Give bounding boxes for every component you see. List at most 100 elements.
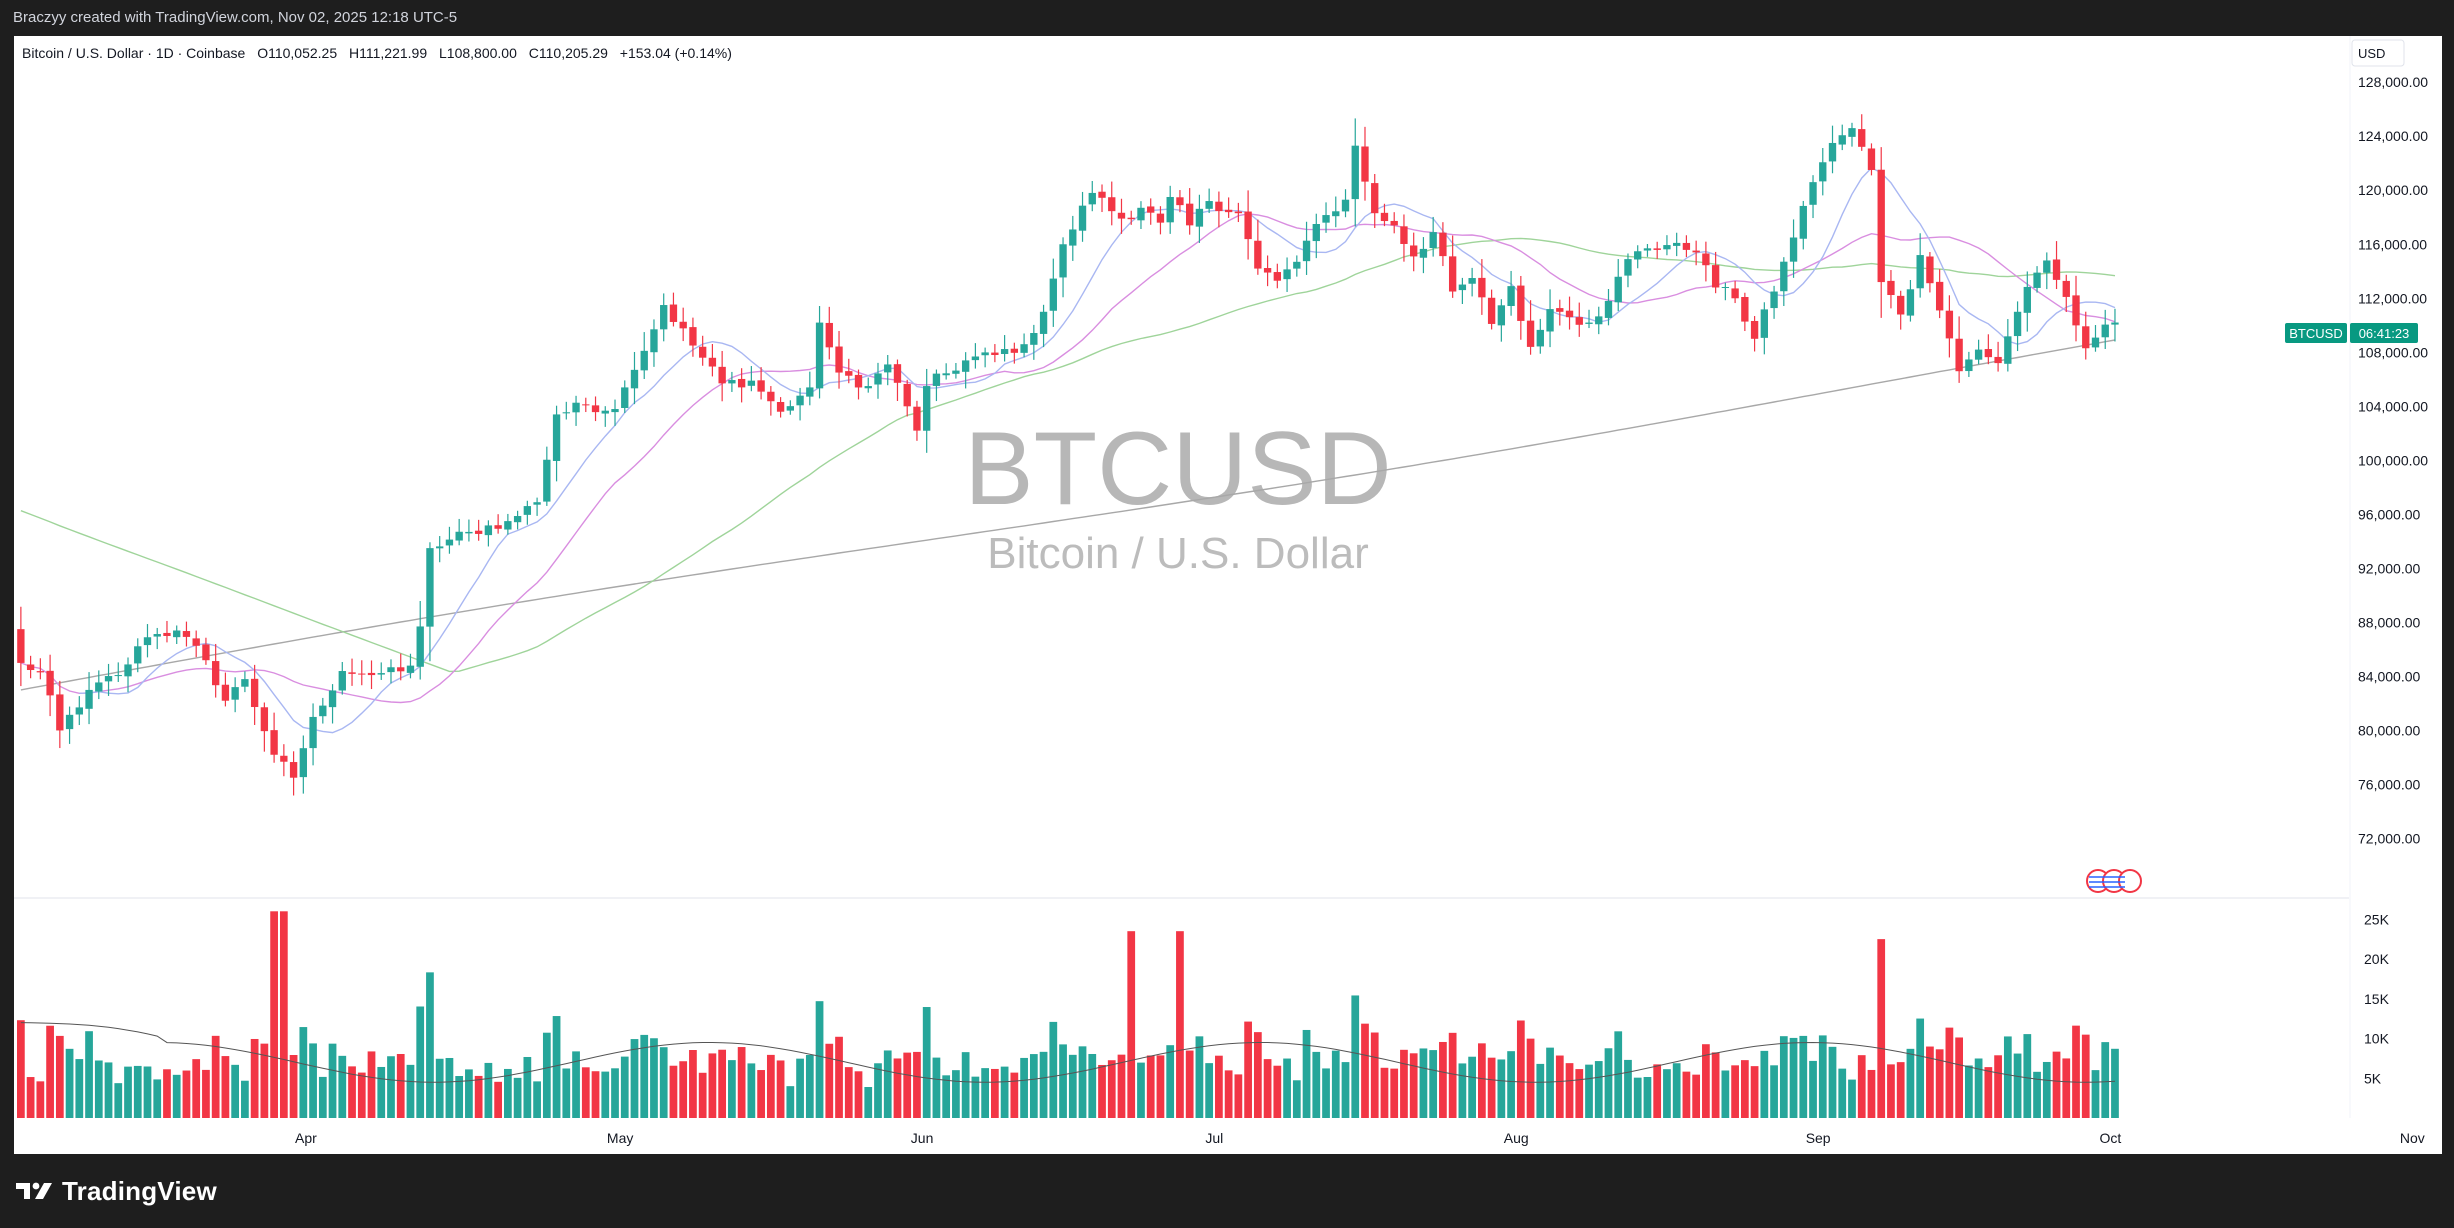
price-axis-tick: 84,000.00 (2358, 668, 2420, 684)
volume-bar (698, 1072, 707, 1118)
candle-body (1224, 209, 1233, 213)
candle-body (1234, 211, 1243, 214)
volume-bar (1195, 1036, 1204, 1118)
candle-body (971, 356, 980, 361)
volume-bar (601, 1071, 610, 1118)
price-axis-tick: 116,000.00 (2358, 236, 2427, 252)
time-axis-label: Jun (911, 1130, 934, 1146)
volume-bar (1098, 1064, 1106, 1118)
volume-axis-tick: 5K (2364, 1070, 2382, 1086)
candle-body (2062, 280, 2070, 297)
event-flags-icon[interactable] (2086, 869, 2142, 893)
volume-bar (757, 1070, 765, 1118)
volume-bar (796, 1058, 804, 1118)
candle-body (1673, 242, 1681, 246)
candle-body (26, 664, 35, 671)
candle-body (1039, 311, 1048, 334)
volume-bar (1292, 1080, 1301, 1118)
volume-bar (1088, 1053, 1097, 1118)
volume-bar (1137, 1062, 1145, 1118)
candle-body (757, 380, 765, 392)
volume-bar (630, 1039, 639, 1118)
volume-bar (1818, 1035, 1827, 1118)
candle-body (562, 412, 570, 414)
candle-body (543, 459, 551, 502)
candle-body (231, 687, 239, 700)
volume-bar (1887, 1064, 1895, 1118)
volume-bar (1721, 1070, 1730, 1118)
volume-bar (1000, 1066, 1009, 1118)
candle-body (1419, 248, 1428, 258)
svg-text:Bitcoin / U.S. Dollar · 1D · C: Bitcoin / U.S. Dollar · 1D · Coinbase O1… (22, 45, 732, 61)
volume-bar (952, 1070, 960, 1118)
candle-body (358, 673, 366, 675)
volume-bar (211, 1035, 220, 1118)
time-axis-label: May (607, 1130, 633, 1146)
candle-body (728, 380, 736, 384)
candle-body (1351, 145, 1359, 200)
ma-mid-line (20, 213, 2116, 704)
candle-body (1000, 349, 1009, 355)
candle-body (328, 690, 337, 708)
candle-body (212, 661, 220, 686)
price-chart[interactable]: BTCUSD Bitcoin / U.S. Dollar 128,000.001… (14, 36, 2442, 1154)
candle-body (36, 671, 45, 673)
volume-bar (1390, 1068, 1399, 1118)
candle-body (280, 755, 288, 762)
chart-byline: Braczyy created with TradingView.com, No… (13, 9, 458, 26)
candle-body (377, 673, 385, 675)
candle-body (426, 548, 434, 627)
volume-bar (1020, 1057, 1028, 1118)
volume-bar (1117, 1054, 1126, 1118)
candle-body (1156, 213, 1165, 223)
volume-bar (572, 1051, 580, 1118)
candle-body (250, 678, 259, 708)
candle-body (2023, 286, 2031, 313)
candle-body (289, 762, 298, 778)
volume-bar (1283, 1058, 1291, 1118)
candle-body (2101, 324, 2109, 338)
candles-layer (17, 114, 2119, 796)
volume-bar (844, 1067, 853, 1118)
volume-bar (981, 1068, 989, 1118)
volume-bar (17, 1020, 25, 1118)
candle-body (1994, 356, 2002, 364)
volume-bar (1799, 1035, 1808, 1118)
candle-body (2111, 322, 2119, 325)
volume-bar (825, 1043, 834, 1118)
candle-body (260, 707, 269, 732)
volume-bar (1059, 1044, 1067, 1118)
candle-body (1195, 208, 1204, 227)
candle-body (1614, 276, 1622, 303)
candle-body (1215, 201, 1223, 212)
volume-bar (163, 1069, 171, 1118)
volume-bar (1166, 1045, 1175, 1118)
candle-body (1049, 278, 1057, 311)
volume-bar (562, 1068, 571, 1118)
volume-bar (1955, 1037, 1963, 1118)
candle-body (2091, 337, 2100, 348)
candle-body (1935, 281, 1944, 311)
volume-bar (367, 1051, 376, 1118)
volume-bar (581, 1067, 590, 1118)
volume-bar (221, 1056, 230, 1118)
tradingview-logo[interactable]: TradingView (16, 1176, 217, 1207)
candle-body (348, 672, 356, 674)
candle-body (1059, 244, 1067, 278)
volume-bar (1916, 1018, 1925, 1118)
currency-selector[interactable]: USD (2351, 39, 2405, 67)
candle-body (1702, 253, 1710, 266)
candle-body (241, 679, 249, 687)
volume-bar (708, 1053, 717, 1118)
volume-bar (922, 1007, 931, 1118)
candle-body (1439, 232, 1447, 257)
volume-bar (318, 1076, 327, 1118)
candle-body (1166, 196, 1174, 223)
price-axis-tick: 112,000.00 (2358, 290, 2427, 306)
candle-body (143, 637, 152, 646)
candle-body (445, 539, 454, 546)
volume-bar (1322, 1068, 1330, 1118)
volume-bar (114, 1083, 123, 1118)
volume-bar (542, 1032, 551, 1118)
volume-bar (1565, 1063, 1574, 1118)
